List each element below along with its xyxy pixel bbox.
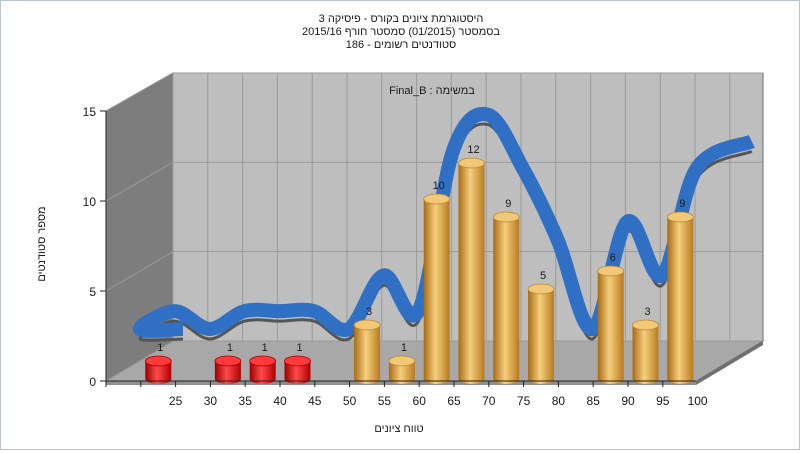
x-tick-label-100: 100 bbox=[688, 394, 708, 408]
x-tick-label-45: 45 bbox=[308, 394, 322, 408]
data-label-80: 5 bbox=[540, 270, 546, 282]
bar-70 bbox=[458, 157, 485, 384]
data-label-35: 1 bbox=[227, 342, 233, 354]
x-tick-label-30: 30 bbox=[204, 394, 218, 408]
x-tick-label-90: 90 bbox=[621, 394, 635, 408]
bar-95 bbox=[632, 319, 659, 384]
y-tick-label-10: 10 bbox=[83, 195, 97, 209]
data-label-70: 12 bbox=[467, 144, 479, 156]
bar-65 bbox=[423, 193, 451, 384]
x-tick-label-35: 35 bbox=[239, 394, 253, 408]
y-axis-title: מספר סטודנטים bbox=[36, 206, 48, 281]
x-tick-label-55: 55 bbox=[378, 394, 392, 408]
data-label-45: 1 bbox=[296, 342, 302, 354]
x-tick-label-25: 25 bbox=[169, 394, 183, 408]
bar-40 bbox=[249, 355, 277, 384]
x-tick-label-50: 50 bbox=[343, 394, 357, 408]
y-tick-label-15: 15 bbox=[83, 105, 97, 119]
y-tick-label-0: 0 bbox=[89, 375, 96, 389]
x-tick-label-60: 60 bbox=[413, 394, 427, 408]
x-tick-label-65: 65 bbox=[447, 394, 461, 408]
data-label-90: 6 bbox=[610, 252, 616, 264]
title-line-1: היסטוגרמת ציונים בקורס - פיסיקה 3 bbox=[319, 13, 484, 25]
bar-25 bbox=[144, 355, 172, 384]
gridline-side bbox=[105, 161, 174, 202]
gridline-side bbox=[105, 340, 174, 382]
floor-right-edge bbox=[696, 341, 763, 385]
bar-75 bbox=[492, 211, 520, 384]
data-label-55: 3 bbox=[366, 306, 372, 318]
title-line-3: 186 - סטודנטים רשומים bbox=[346, 39, 457, 51]
bar-80 bbox=[527, 283, 555, 384]
bars bbox=[144, 157, 694, 384]
data-label-100: 9 bbox=[679, 198, 685, 210]
bar-60 bbox=[388, 355, 416, 384]
x-tick-label-40: 40 bbox=[273, 394, 287, 408]
gridline-side bbox=[105, 72, 174, 112]
bar-100 bbox=[666, 211, 694, 384]
data-label-25: 1 bbox=[157, 342, 163, 354]
data-label-75: 9 bbox=[505, 198, 511, 210]
data-label-65: 10 bbox=[433, 180, 445, 192]
inner-title: Final_B : במשימה bbox=[389, 85, 475, 97]
data-label-95: 3 bbox=[644, 306, 650, 318]
title-line-2: בסמסטר (01/2015) סמסטר חורף 2015/16 bbox=[302, 26, 500, 38]
bar-45 bbox=[284, 355, 311, 384]
bar-90 bbox=[597, 265, 625, 384]
data-labels: 1 1 1 1 3 1 10 12 9 5 6 3 9 bbox=[157, 144, 685, 354]
gridline-side bbox=[105, 251, 174, 292]
x-tick-label-80: 80 bbox=[552, 394, 566, 408]
data-label-60: 1 bbox=[401, 342, 407, 354]
x-tick-label-70: 70 bbox=[482, 394, 496, 408]
x-tick-label-75: 75 bbox=[517, 394, 531, 408]
bar-55 bbox=[353, 319, 381, 384]
x-tick-label-85: 85 bbox=[587, 394, 601, 408]
y-tick-label-5: 5 bbox=[89, 285, 96, 299]
bar-35 bbox=[214, 355, 242, 384]
x-tick-label-95: 95 bbox=[656, 394, 670, 408]
x-axis-title: טווח ציונים bbox=[374, 423, 423, 435]
data-label-40: 1 bbox=[262, 342, 268, 354]
